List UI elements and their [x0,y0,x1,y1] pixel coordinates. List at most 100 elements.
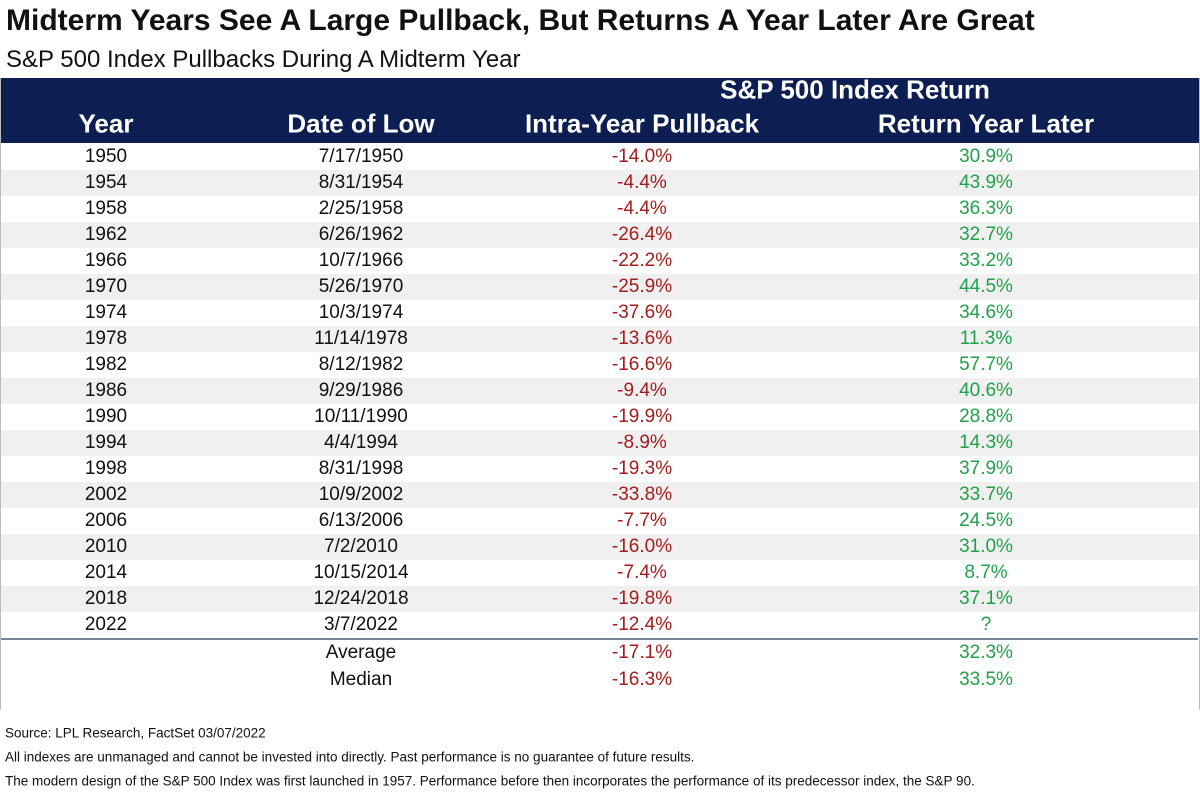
cell: 8/31/1954 [318,172,404,193]
cell: -14.0% [611,146,673,167]
cell: 1950 [84,146,128,167]
column-header: Return Year Later [877,108,1095,139]
cell: 10/11/1990 [314,406,408,427]
cell: 24.5% [959,510,1013,531]
cell: 12/24/2018 [313,588,409,609]
cell: 36.3% [959,198,1013,219]
cell: -12.4% [611,614,673,635]
column-header: Date of Low [287,108,435,139]
cell: 5/26/1970 [318,276,404,297]
summary-return: 32.3% [959,642,1013,663]
cell: 3/7/2022 [324,614,398,635]
row-stripe [1,430,1198,456]
cell: 10/15/2014 [313,562,409,583]
cell: 2010 [84,536,128,557]
summary-return: 33.5% [959,669,1013,690]
cell: 1966 [84,250,128,271]
row-stripe [1,534,1198,560]
cell: -26.4% [611,224,673,245]
cell: 1974 [84,302,128,323]
cell: 28.8% [959,406,1013,427]
footnote: The modern design of the S&P 500 Index w… [5,773,975,789]
cell: 10/7/1966 [318,250,404,271]
subtitle: S&P 500 Index Pullbacks During A Midterm… [6,46,521,73]
cell: -7.4% [617,562,667,583]
row-stripe [1,222,1198,248]
cell: 6/26/1962 [318,224,404,245]
cell: 8.7% [964,562,1008,583]
cell: 1962 [84,224,128,245]
table [0,78,1200,710]
cell: -16.6% [611,354,673,375]
cell: -4.4% [617,198,667,219]
cell: 1998 [84,458,128,479]
cell: 1954 [84,172,128,193]
footnote: All indexes are unmanaged and cannot be … [5,749,695,765]
cell: -19.3% [611,458,673,479]
cell: 1982 [84,354,128,375]
title: Midterm Years See A Large Pullback, But … [6,4,1035,37]
cell: 44.5% [959,276,1013,297]
cell: 40.6% [959,380,1013,401]
cell: 37.1% [959,588,1013,609]
cell: 1994 [84,432,128,453]
cell: -37.6% [611,302,673,323]
cell: 2014 [84,562,128,583]
cell: 2022 [84,614,128,635]
cell: 2/25/1958 [318,198,404,219]
cell: -33.8% [611,484,673,505]
cell: 7/2/2010 [324,536,398,557]
header-band [1,78,1199,143]
cell: 7/17/1950 [318,146,404,167]
cell: 2006 [84,510,128,531]
cell: 8/12/1982 [318,354,404,375]
separator [1,638,1198,640]
cell: 1958 [84,198,128,219]
cell: -19.8% [611,588,673,609]
cell: 11.3% [959,328,1013,349]
cell: 32.7% [959,224,1013,245]
cell: 11/14/1978 [314,328,408,349]
summary-pullback: -17.1% [611,642,673,663]
cell: 1990 [84,406,128,427]
cell: 2002 [84,484,128,505]
group-header: S&P 500 Index Return [720,74,990,105]
cell: 37.9% [959,458,1013,479]
cell: 43.9% [959,172,1013,193]
cell: -8.9% [617,432,667,453]
row-stripe [1,326,1198,352]
summary-pullback: -16.3% [611,669,673,690]
cell: 4/4/1994 [324,432,398,453]
row-stripe [1,586,1198,612]
cell: 1986 [84,380,128,401]
cell: 1978 [84,328,128,349]
cell: 57.7% [959,354,1013,375]
footnote: Source: LPL Research, FactSet 03/07/2022 [5,725,266,741]
cell: -19.9% [611,406,673,427]
cell: 2018 [84,588,128,609]
cell: -16.0% [611,536,673,557]
cell: -13.6% [611,328,673,349]
cell: ? [980,614,992,635]
cell: 31.0% [959,536,1013,557]
cell: 33.2% [959,250,1013,271]
cell: -22.2% [611,250,673,271]
cell: 33.7% [959,484,1013,505]
cell: 8/31/1998 [318,458,404,479]
cell: 1970 [84,276,128,297]
row-stripe [1,482,1198,508]
row-stripe [1,274,1198,300]
summary-label: Median [329,669,393,690]
cell: 10/9/2002 [318,484,404,505]
cell: 6/13/2006 [318,510,404,531]
summary-label: Average [325,642,397,663]
cell: 14.3% [959,432,1013,453]
cell: -4.4% [617,172,667,193]
cell: -9.4% [617,380,667,401]
column-header: Intra-Year Pullback [524,108,760,139]
cell: 9/29/1986 [318,380,404,401]
cell: 30.9% [959,146,1013,167]
column-header: Year [78,108,134,139]
cell: 34.6% [959,302,1013,323]
